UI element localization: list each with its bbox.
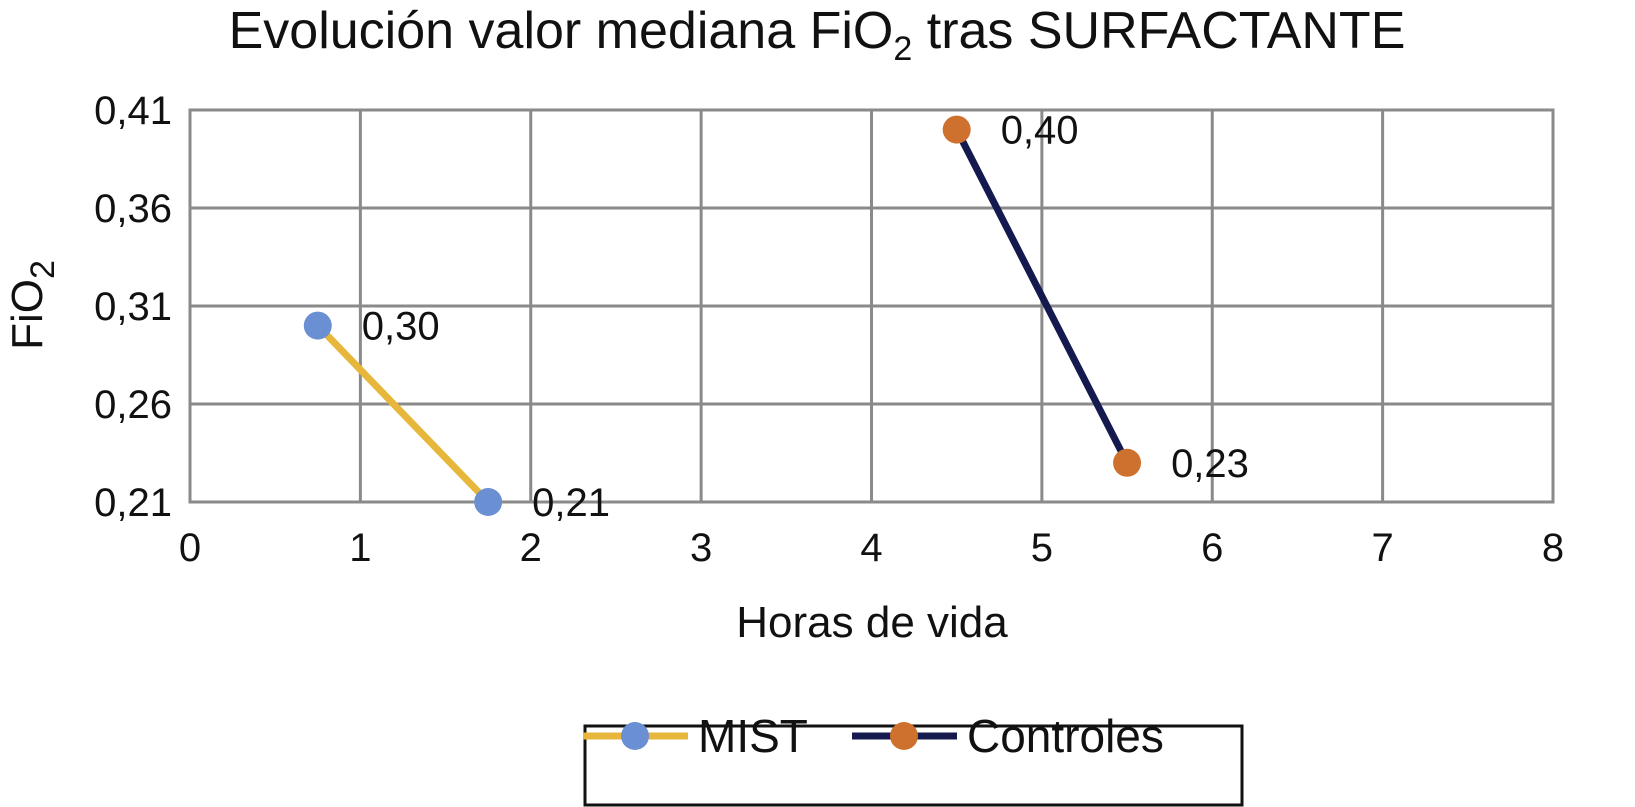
legend-label: MIST bbox=[698, 710, 808, 762]
y-axis-title-subscript: 2 bbox=[24, 260, 62, 279]
data-label: 0,30 bbox=[362, 305, 440, 349]
chart-title-subscript: 2 bbox=[893, 30, 912, 68]
x-axis-ticks: 0 1 2 3 4 5 6 7 8 bbox=[179, 526, 1564, 570]
legend-item-mist: MIST bbox=[583, 710, 808, 762]
series-line bbox=[953, 128, 1131, 465]
y-tick-label: 0,21 bbox=[94, 481, 172, 525]
legend-marker bbox=[621, 722, 649, 750]
x-tick-label: 7 bbox=[1372, 526, 1394, 570]
plot-area bbox=[188, 108, 1555, 504]
x-tick-label: 1 bbox=[349, 526, 371, 570]
legend: MIST Controles bbox=[583, 710, 1244, 807]
x-tick-label: 6 bbox=[1201, 526, 1223, 570]
x-tick-label: 2 bbox=[520, 526, 542, 570]
series-layer: 0,30 0,21 0,40 0,23 bbox=[303, 109, 1249, 525]
y-tick-label: 0,41 bbox=[94, 89, 172, 133]
legend-label: Controles bbox=[967, 710, 1164, 762]
series-controles: 0,40 0,23 bbox=[942, 109, 1249, 486]
series-line bbox=[315, 323, 491, 505]
data-label: 0,40 bbox=[1001, 109, 1079, 153]
legend-item-controles: Controles bbox=[852, 710, 1164, 762]
y-axis-title: FiO2 bbox=[3, 260, 62, 350]
x-tick-label: 3 bbox=[690, 526, 712, 570]
y-axis-ticks: 0,21 0,26 0,31 0,36 0,41 bbox=[94, 89, 172, 525]
data-point bbox=[474, 488, 503, 516]
data-label: 0,23 bbox=[1171, 442, 1249, 486]
x-tick-label: 8 bbox=[1542, 526, 1564, 570]
data-point bbox=[942, 115, 971, 144]
data-point bbox=[1113, 448, 1142, 477]
series-mist: 0,30 0,21 bbox=[303, 305, 610, 525]
data-point bbox=[303, 311, 332, 340]
x-tick-label: 4 bbox=[860, 526, 882, 570]
x-axis-title: Horas de vida bbox=[736, 598, 1008, 647]
y-tick-label: 0,26 bbox=[94, 383, 172, 427]
y-tick-label: 0,36 bbox=[94, 187, 172, 231]
y-tick-label: 0,31 bbox=[94, 285, 172, 329]
data-label: 0,21 bbox=[532, 481, 610, 525]
chart-title: Evolución valor mediana FiO2 tras SURFAC… bbox=[229, 2, 1406, 68]
legend-marker bbox=[890, 722, 918, 750]
x-tick-label: 0 bbox=[179, 526, 201, 570]
x-tick-label: 5 bbox=[1031, 526, 1053, 570]
